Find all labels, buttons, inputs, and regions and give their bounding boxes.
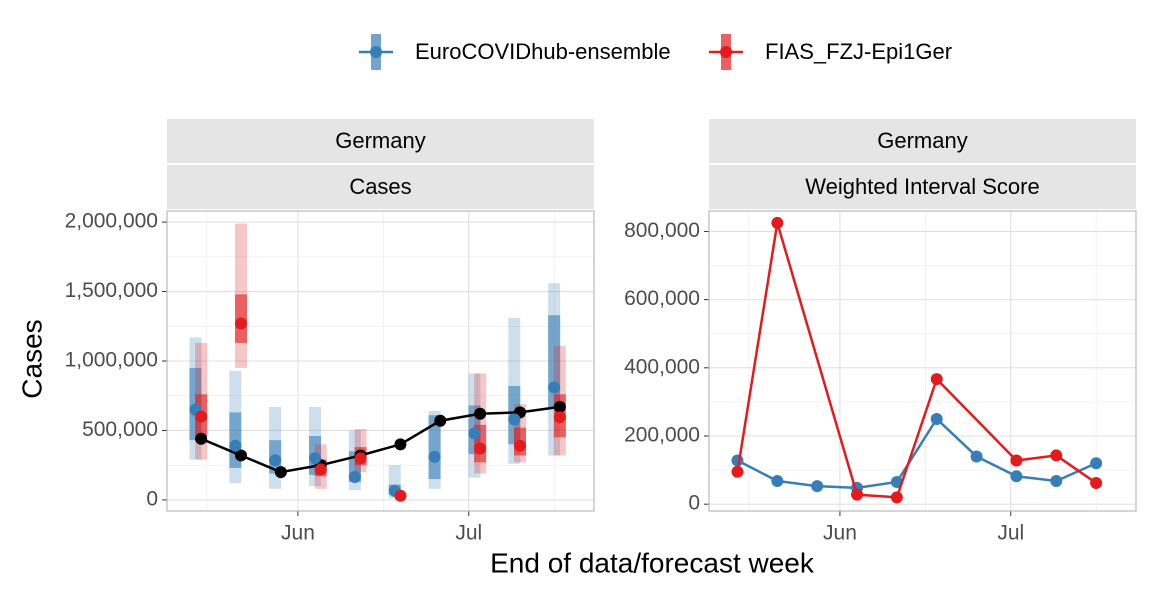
score-point: [930, 373, 943, 386]
x-axis-title: End of data/forecast week: [490, 547, 815, 578]
facet-strip: [709, 165, 1136, 209]
y-tick-label: 1,000,000: [65, 349, 158, 372]
panel-forecasts: Germany Cases 0 500,000 1,000,000 1,500,000 2,…: [65, 119, 595, 545]
score-point: [970, 450, 983, 463]
score-point: [1050, 449, 1063, 462]
y-tick-label: 400,000: [624, 355, 700, 378]
facet-strip: [167, 119, 594, 163]
observed-point: [235, 449, 248, 462]
score-point: [890, 491, 903, 504]
y-tick-label: 1,500,000: [65, 279, 158, 302]
median-point: [468, 427, 481, 440]
y-tick-label: 800,000: [624, 219, 700, 242]
median-point: [394, 489, 407, 502]
median-point: [269, 454, 282, 467]
score-line: [736, 222, 1097, 499]
median-point: [354, 452, 367, 465]
observed-point: [553, 400, 566, 413]
score-point: [1090, 477, 1103, 490]
median-point: [474, 442, 487, 455]
median-point: [513, 439, 526, 452]
score-point: [731, 465, 744, 478]
y-tick-label: 500,000: [82, 418, 158, 441]
y-tick-label: 0: [688, 492, 700, 515]
legend-key-point: [720, 46, 732, 58]
score-point: [1010, 470, 1023, 483]
facet-strip: [709, 119, 1136, 163]
median-point: [508, 413, 521, 426]
legend-label: FIAS_FZJ-Epi1Ger: [765, 39, 952, 64]
interval-inner-band: [428, 415, 441, 480]
median-point: [348, 470, 361, 483]
x-tick-label: Jul: [997, 522, 1024, 545]
facet-strip-label: Weighted Interval Score: [805, 174, 1039, 199]
y-axis-title: Cases: [16, 319, 47, 398]
x-tick-label: Jun: [281, 522, 315, 545]
observed-point: [434, 414, 447, 427]
score-line: [736, 417, 1097, 490]
observed-line: [200, 405, 561, 474]
x-tick-label: Jul: [455, 522, 482, 545]
panel-scores: Germany Weighted Interval Score 0 200,000 40…: [624, 119, 1137, 545]
median-point: [314, 463, 327, 476]
panel-border: [708, 210, 1137, 512]
facet-strip: [167, 165, 594, 209]
score-point: [1050, 475, 1063, 487]
observed-point: [195, 432, 208, 445]
facet-strip-label: Germany: [335, 128, 425, 153]
observed-point: [394, 438, 407, 451]
score-point: [930, 412, 943, 425]
score-point: [1010, 454, 1023, 467]
median-point: [309, 452, 322, 465]
median-point: [229, 439, 242, 452]
observed-point: [274, 466, 287, 479]
median-point: [235, 317, 248, 330]
y-tick-label: 600,000: [624, 287, 700, 310]
y-tick-label: 0: [146, 487, 158, 510]
median-point: [548, 381, 561, 394]
score-point: [811, 480, 824, 493]
y-tick-label: 2,000,000: [65, 210, 158, 233]
score-point: [771, 216, 784, 229]
facet-strip-label: Germany: [877, 128, 967, 153]
panel-border: [166, 210, 595, 512]
x-tick-label: Jun: [823, 522, 857, 545]
legend-key-point: [370, 46, 382, 58]
score-point: [1090, 457, 1103, 470]
score-point: [851, 488, 864, 501]
median-point: [428, 450, 441, 463]
score-point: [771, 475, 784, 487]
legend-label: EuroCOVIDhub-ensemble: [415, 39, 671, 64]
facet-strip-label: Cases: [349, 174, 411, 199]
median-point: [195, 410, 208, 423]
y-tick-label: 200,000: [624, 424, 700, 447]
median-point: [553, 411, 566, 424]
observed-point: [474, 407, 487, 420]
